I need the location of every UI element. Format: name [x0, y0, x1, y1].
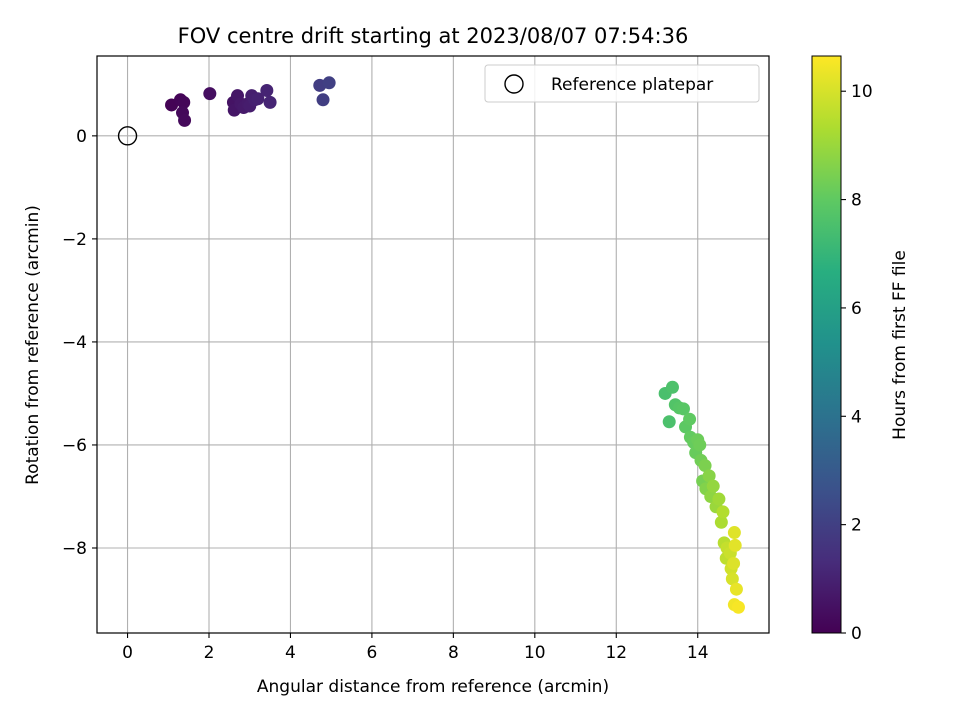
data-point — [263, 95, 277, 109]
colorbar-label: Hours from first FF file — [890, 250, 910, 440]
chart-title: FOV centre drift starting at 2023/08/07 … — [178, 24, 689, 48]
data-point — [712, 492, 726, 506]
data-point — [725, 572, 739, 586]
x-tick-label: 12 — [605, 643, 627, 663]
x-tick-label: 4 — [285, 643, 296, 663]
data-point — [693, 438, 707, 452]
x-tick-label: 6 — [366, 643, 377, 663]
legend: Reference platepar — [484, 64, 760, 103]
colorbar-tick-label: 2 — [851, 516, 862, 536]
y-tick-label: 0 — [76, 127, 87, 147]
data-point — [662, 415, 676, 429]
data-point — [698, 459, 712, 473]
data-point — [322, 76, 336, 90]
x-tick-label: 8 — [448, 643, 459, 663]
data-point — [177, 95, 191, 109]
colorbar-tick-label: 8 — [851, 191, 862, 211]
grid-lines — [97, 56, 769, 633]
colorbar-tick-label: 0 — [851, 624, 862, 644]
x-tick-label: 10 — [524, 643, 546, 663]
legend-box — [484, 64, 760, 103]
data-point — [727, 556, 741, 570]
data-point — [731, 600, 745, 614]
colorbar-tick-label: 4 — [851, 407, 862, 427]
data-point — [702, 469, 716, 483]
data-point — [178, 113, 192, 127]
x-tick-label: 2 — [204, 643, 215, 663]
data-points — [117, 76, 745, 614]
legend-entry-label: Reference platepar — [551, 75, 713, 95]
legend-reference-marker — [504, 74, 524, 94]
x-axis-ticks: 0 2 4 6 8 10 12 14 — [122, 633, 709, 663]
colorbar-ticks: 0 2 4 6 8 10 — [841, 82, 873, 644]
x-tick-label: 0 — [122, 643, 133, 663]
data-point — [727, 526, 741, 540]
reference-platepar-marker — [117, 126, 138, 146]
plot-frame — [96, 55, 770, 634]
y-tick-label: −4 — [62, 333, 87, 353]
y-tick-label: −8 — [62, 539, 87, 559]
data-point — [251, 92, 265, 106]
y-tick-label: −2 — [62, 230, 87, 250]
y-axis-ticks: 0 −2 −4 −6 −8 — [62, 127, 97, 559]
data-point — [716, 505, 730, 519]
data-point — [260, 84, 274, 98]
data-point — [728, 538, 742, 552]
data-point — [706, 479, 720, 493]
data-point — [203, 87, 217, 101]
colorbar-gradient — [811, 55, 842, 634]
colorbar: 0 2 4 6 8 10 Hours from first FF file — [811, 55, 910, 644]
y-axis-label: Rotation from reference (arcmin) — [23, 205, 43, 485]
colorbar-tick-label: 10 — [851, 82, 873, 102]
y-tick-label: −6 — [62, 436, 87, 456]
data-point — [729, 582, 743, 596]
data-point — [676, 402, 690, 416]
colorbar-tick-label: 6 — [851, 299, 862, 319]
data-point — [714, 515, 728, 529]
x-tick-label: 14 — [687, 643, 709, 663]
x-axis-label: Angular distance from reference (arcmin) — [257, 677, 609, 697]
data-point — [665, 380, 679, 394]
data-point — [316, 93, 330, 107]
data-point — [683, 412, 697, 426]
